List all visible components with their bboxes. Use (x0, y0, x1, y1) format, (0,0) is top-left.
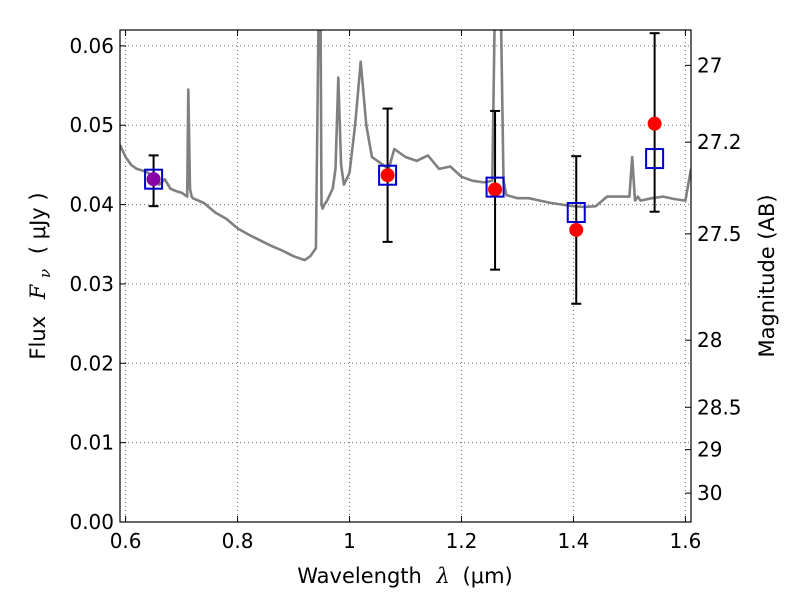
y-axis-label: Flux (26, 316, 50, 360)
model-point (569, 222, 584, 237)
model-point (146, 172, 161, 187)
plot-frame (119, 29, 692, 523)
x-tick-label: 1 (343, 529, 356, 553)
grid-layer (120, 30, 691, 523)
y2-tick-label: 27.2 (697, 130, 742, 154)
x-axis-title: Wavelength λ (μm) (297, 564, 512, 588)
x-axis-unit: (μm) (463, 564, 513, 588)
spectrum-line (120, 30, 691, 262)
y-axis-subscript: ν (36, 269, 54, 278)
y-axis-symbol: F (26, 283, 50, 300)
y-tick-label: 0.00 (69, 510, 114, 534)
y2-tick-label: 27.5 (697, 222, 742, 246)
x-tick-label: 0.8 (222, 529, 254, 553)
observed-box (485, 176, 505, 198)
model-point (380, 168, 395, 183)
y2-tick-label: 29 (697, 438, 722, 462)
y2-tick-label: 30 (697, 481, 722, 505)
plot-layer (120, 30, 691, 305)
y2-tick-label: 28 (697, 328, 722, 352)
y-tick-label: 0.02 (69, 351, 114, 375)
y-tick-label: 0.01 (69, 431, 114, 455)
ticks-layer: 0.6 0.8 1 1.2 1.4 1.6 0.00 0.01 0.02 0.03 0.04 0.05… (69, 30, 742, 553)
errorbar-layer (148, 32, 660, 305)
observed-box (566, 202, 586, 224)
x-axis-symbol: λ (436, 564, 450, 588)
model-point (488, 182, 503, 197)
y-axis-unit: ( μJy ) (26, 192, 50, 254)
y-tick-label: 0.06 (69, 34, 114, 58)
points-layer (144, 116, 665, 237)
y2-tick-label: 27 (697, 53, 722, 77)
y-tick-label: 0.05 (69, 113, 114, 137)
x-tick-label: 1.4 (558, 529, 590, 553)
y-axis-title: Flux F ν ( μJy ) (26, 192, 55, 359)
y-tick-label: 0.03 (69, 272, 114, 296)
observed-box (645, 148, 665, 170)
y2-axis-title: Magnitude (AB) (755, 194, 779, 357)
x-tick-label: 1.6 (669, 529, 701, 553)
spectrum-layer (120, 30, 691, 262)
observed-box (378, 164, 398, 186)
model-point (647, 116, 662, 131)
observed-box (144, 168, 164, 190)
x-tick-label: 1.2 (446, 529, 478, 553)
x-axis-label: Wavelength (297, 564, 422, 588)
y2-tick-label: 28.5 (697, 395, 742, 419)
y-tick-label: 0.04 (69, 193, 114, 217)
x-tick-label: 0.6 (110, 529, 142, 553)
